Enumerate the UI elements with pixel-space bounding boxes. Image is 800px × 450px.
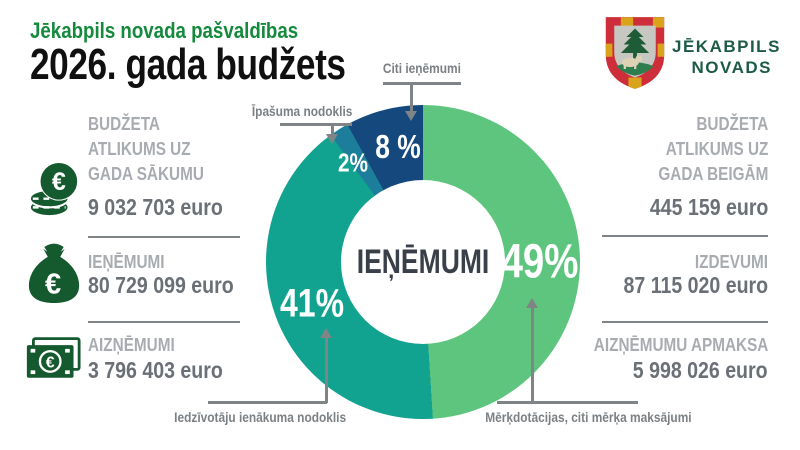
- left-stat-1-value-text: 9 032 703 euro: [88, 194, 223, 220]
- annotation-iedzivotaju-arrow: [320, 328, 332, 338]
- annotation-ipasuma-underline: [280, 123, 352, 126]
- right-divider-2: [602, 321, 768, 323]
- annotation-iedzivotaju-line: [325, 337, 328, 403]
- svg-text:€: €: [45, 268, 61, 300]
- annotation-merkdotacijas-line: [531, 307, 534, 403]
- slice-label-8-text: 8 %: [375, 128, 421, 165]
- coins-icon: €: [28, 162, 82, 223]
- annotation-citi-arrow: [405, 111, 417, 121]
- left-stat-3-value: 3 796 403 euro: [88, 357, 247, 384]
- annotation-merkdotacijas-arrow: [526, 298, 538, 308]
- annotation-iedzivotaju-nodoklis: Iedzīvotāju ienākuma nodoklis: [159, 409, 359, 425]
- left-stat-2-value: 80 729 099 euro: [88, 272, 259, 299]
- right-divider-1: [602, 235, 768, 237]
- slice-label-8: 8 %: [370, 128, 427, 166]
- subtitle-text: Jēkabpils novada pašvaldības: [30, 18, 299, 43]
- annotation-ipasuma-line: [331, 125, 334, 135]
- right-stat-1-value: 445 159 euro: [548, 194, 768, 221]
- slice-label-2-text: 2%: [337, 147, 369, 178]
- slice-label-41: 41%: [272, 282, 352, 327]
- page-title: 2026. gada budžets: [30, 40, 424, 90]
- left-divider-2: [88, 321, 240, 323]
- slice-label-2: 2%: [334, 148, 372, 179]
- annotation-ipasuma-text: Īpašuma nodoklis: [251, 103, 353, 119]
- banknote-icon: €: [25, 336, 81, 391]
- left-stat-1-label-text: BUDŽETA ATLIKUMS UZ GADA SĀKUMU: [88, 114, 204, 184]
- annotation-ipasuma-nodoklis: Īpašuma nodoklis: [238, 103, 366, 119]
- coat-of-arms-icon: [605, 17, 665, 89]
- left-divider-1: [88, 236, 240, 238]
- annotation-citi-line: [410, 84, 413, 111]
- annotation-iedzivotaju-text: Iedzīvotāju ienākuma nodoklis: [174, 409, 347, 425]
- right-stat-2-label-text: IZDEVUMI: [694, 252, 768, 272]
- donut-center-label: IEŅĒMUMI: [356, 242, 490, 281]
- logo-line1: JĒKABPILS: [672, 37, 781, 56]
- svg-text:€: €: [52, 168, 66, 196]
- svg-text:€: €: [46, 355, 55, 372]
- annotation-citi-ienemumi: Citi ieņēmumi: [352, 60, 492, 76]
- right-stat-1-label: BUDŽETA ATLIKUMS UZ GADA BEIGĀM: [548, 112, 768, 187]
- title-text: 2026. gada budžets: [30, 40, 346, 89]
- right-stat-3-label: AIZŅĒMUMU APMAKSA: [528, 333, 768, 358]
- left-stat-2-label: IEŅĒMUMI: [88, 250, 178, 275]
- logo-line2: NOVADS: [691, 58, 772, 77]
- left-stat-1-value: 9 032 703 euro: [88, 194, 247, 221]
- left-stat-3-label: AIZŅĒMUMI: [88, 333, 190, 358]
- annotation-merkdotacijas: Mērķdotācijas, citi mērķa maksājumi: [467, 409, 691, 425]
- right-stat-2-value: 87 115 020 euro: [548, 272, 768, 299]
- logo-wordmark: JĒKABPILS NOVADS: [672, 36, 781, 78]
- slice-label-41-text: 41%: [279, 281, 345, 326]
- right-stat-2-label: IZDEVUMI: [548, 250, 768, 275]
- right-stat-3-value: 5 998 026 euro: [548, 357, 768, 384]
- annotation-citi-text: Citi ieņēmumi: [382, 60, 462, 76]
- annotation-citi-underline: [383, 82, 461, 85]
- right-stat-3-label-text: AIZŅĒMUMU APMAKSA: [593, 335, 768, 355]
- right-stat-1-value-text: 445 159 euro: [649, 194, 768, 220]
- page-subtitle: Jēkabpils novada pašvaldības: [30, 18, 345, 44]
- right-stat-2-value-text: 87 115 020 euro: [623, 272, 768, 298]
- right-stat-1-label-text: BUDŽETA ATLIKUMS UZ GADA BEIGĀM: [658, 114, 768, 184]
- municipality-logo: [602, 13, 668, 98]
- money-bag-icon: €: [26, 243, 82, 310]
- slice-label-49: 49%: [492, 235, 588, 290]
- right-stat-3-value-text: 5 998 026 euro: [633, 357, 768, 383]
- left-stat-2-label-text: IEŅĒMUMI: [88, 252, 165, 272]
- donut-center: IEŅĒMUMI: [341, 180, 505, 344]
- annotation-ipasuma-arrow: [326, 134, 338, 144]
- left-stat-3-value-text: 3 796 403 euro: [88, 357, 223, 383]
- left-stat-3-label-text: AIZŅĒMUMI: [88, 335, 175, 355]
- left-stat-2-value-text: 80 729 099 euro: [88, 272, 234, 298]
- slice-label-49-text: 49%: [501, 235, 579, 289]
- annotation-iedzivotaju-overline: [208, 401, 327, 404]
- left-stat-1-label: BUDŽETA ATLIKUMS UZ GADA SĀKUMU: [88, 112, 224, 187]
- annotation-merkdotacijas-text: Mērķdotācijas, citi mērķa maksājumi: [485, 409, 692, 425]
- annotation-merkdotacijas-overline: [497, 401, 638, 404]
